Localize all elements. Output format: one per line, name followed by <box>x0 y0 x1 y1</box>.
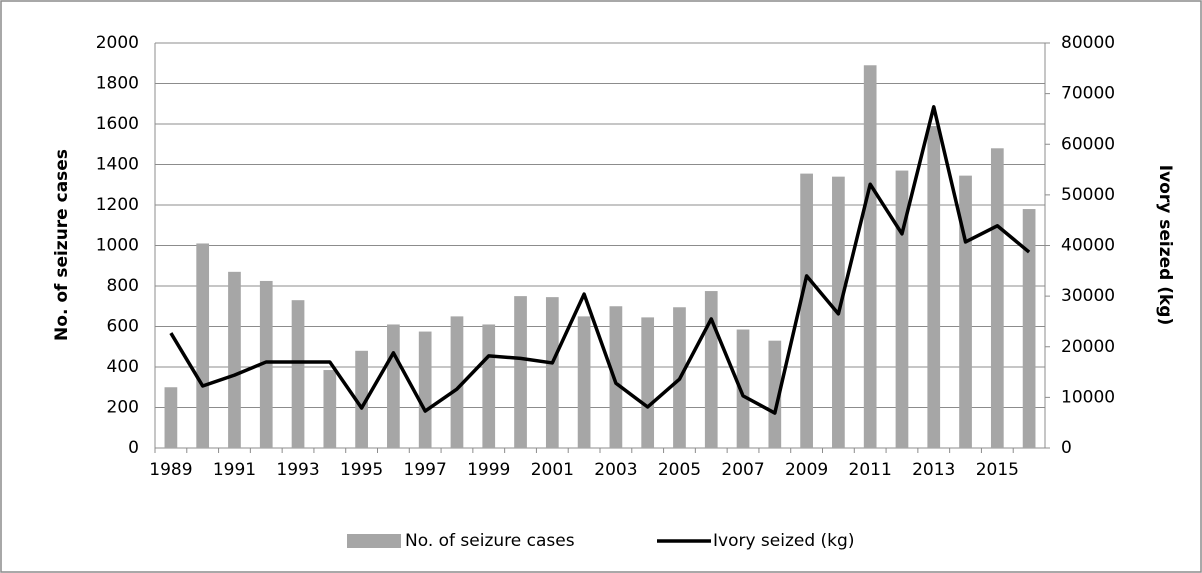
x-tick-label: 1999 <box>467 460 510 480</box>
bar <box>863 65 877 449</box>
x-tick-label: 1995 <box>340 460 383 480</box>
y2-tick-label: 70000 <box>1061 84 1115 104</box>
y-tick-label: 1600 <box>96 114 139 134</box>
y2-axis-title: Ivory seized (kg) <box>1155 165 1175 325</box>
bar <box>418 331 432 448</box>
y2-tick-label: 0 <box>1061 438 1072 458</box>
y-tick-label: 1400 <box>96 155 139 175</box>
bar <box>323 370 337 448</box>
y2-tick-label: 10000 <box>1061 387 1115 407</box>
bar <box>259 280 273 448</box>
bar <box>768 340 782 448</box>
bar <box>959 175 972 448</box>
x-tick-label: 2013 <box>912 460 955 480</box>
legend-label: Ivory seized (kg) <box>713 531 854 551</box>
bar <box>609 306 623 448</box>
bar <box>196 243 210 448</box>
x-tick-label: 2007 <box>721 460 764 480</box>
bar <box>387 324 400 448</box>
bar <box>355 350 368 448</box>
y2-tick-label: 30000 <box>1061 286 1115 306</box>
x-tick-label: 1993 <box>276 460 319 480</box>
bar <box>704 291 718 448</box>
x-tick-label: 1989 <box>149 460 192 480</box>
line <box>169 105 1031 415</box>
y-tick-label: 2000 <box>96 33 139 53</box>
x-tick-label: 2001 <box>531 460 574 480</box>
y-tick-label: 400 <box>107 357 139 377</box>
bar <box>228 271 241 448</box>
x-tick-label: 2005 <box>658 460 701 480</box>
y-tick-label: 1000 <box>96 236 139 256</box>
bar <box>450 316 464 448</box>
bar <box>895 170 909 448</box>
bar <box>514 296 527 448</box>
x-tick-label: 1991 <box>213 460 256 480</box>
bar <box>990 148 1004 449</box>
y-tick-label: 1800 <box>96 74 139 94</box>
y-axis-title: No. of seizure cases <box>52 149 72 341</box>
y2-tick-label: 20000 <box>1061 337 1115 357</box>
y2-tick-label: 80000 <box>1061 33 1115 53</box>
y-tick-label: 200 <box>107 398 139 418</box>
bar <box>164 387 178 448</box>
y2-tick-label: 50000 <box>1061 185 1115 205</box>
bar <box>736 329 750 448</box>
x-tick-label: 2015 <box>976 460 1019 480</box>
x-tick-label: 1997 <box>404 460 447 480</box>
bar <box>927 126 941 449</box>
bar <box>641 317 655 448</box>
bar <box>482 324 496 448</box>
x-tick-label: 2003 <box>594 460 637 480</box>
legend-label: No. of seizure cases <box>405 531 575 551</box>
bar <box>800 173 813 449</box>
bar <box>1022 209 1036 448</box>
bar <box>545 297 559 448</box>
y-tick-label: 1200 <box>96 195 139 215</box>
legend-swatch <box>347 534 401 548</box>
y2-tick-label: 60000 <box>1061 134 1115 154</box>
x-tick-label: 2009 <box>785 460 828 480</box>
y-tick-label: 600 <box>107 317 139 337</box>
x-tick-label: 2011 <box>849 460 892 480</box>
y-tick-label: 800 <box>107 276 139 296</box>
y2-tick-label: 40000 <box>1061 236 1115 256</box>
bar <box>291 300 305 448</box>
bar <box>577 316 591 448</box>
y-tick-label: 0 <box>128 438 139 458</box>
